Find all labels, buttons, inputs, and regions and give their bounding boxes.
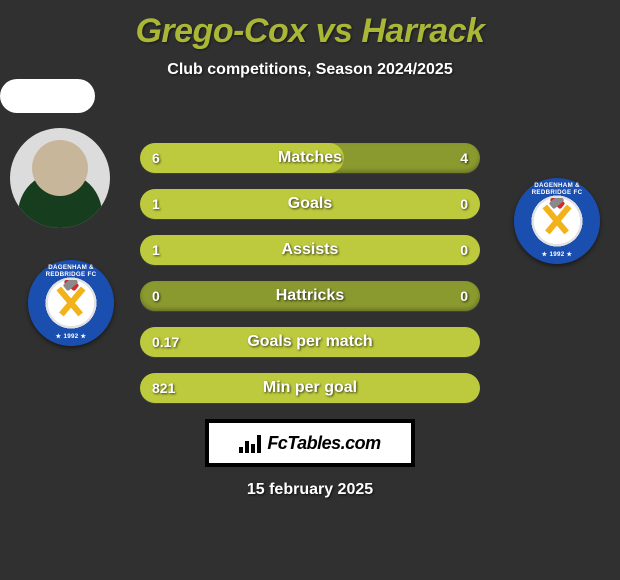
stat-right-value: 0 (460, 281, 468, 311)
stat-bar: 821Min per goal (140, 373, 480, 403)
page-title: Grego-Cox vs Harrack (0, 0, 620, 51)
stat-label: Matches (140, 143, 480, 173)
subtitle: Club competitions, Season 2024/2025 (0, 61, 620, 79)
stat-bar: 0Hattricks0 (140, 281, 480, 311)
stat-bar: 6Matches4 (140, 143, 480, 173)
brand-badge: FcTables.com (205, 419, 415, 467)
brand-chart-icon (239, 433, 261, 453)
date-line: 15 february 2025 (0, 481, 620, 499)
crest-text-top: DAGENHAM & REDBRIDGE FC (514, 182, 600, 196)
club-crest-right: DAGENHAM & REDBRIDGE FC ★ 1992 ★ (514, 178, 600, 264)
player-left-avatar (10, 128, 110, 228)
stat-right-value: 4 (460, 143, 468, 173)
crest-hammers-icon (534, 198, 580, 244)
stat-bar: 0.17Goals per match (140, 327, 480, 357)
player-right-avatar-placeholder (0, 79, 95, 113)
stat-label: Goals (140, 189, 480, 219)
stat-right-value: 0 (460, 235, 468, 265)
stat-label: Min per goal (140, 373, 480, 403)
comparison-bars: 6Matches41Goals01Assists00Hattricks00.17… (140, 143, 480, 403)
crest-text-bottom: ★ 1992 ★ (28, 333, 114, 340)
stat-label: Goals per match (140, 327, 480, 357)
stat-bar: 1Assists0 (140, 235, 480, 265)
club-crest-left: DAGENHAM & REDBRIDGE FC ★ 1992 ★ (28, 260, 114, 346)
stat-right-value: 0 (460, 189, 468, 219)
brand-text: FcTables.com (267, 433, 380, 454)
stat-bar: 1Goals0 (140, 189, 480, 219)
stat-label: Assists (140, 235, 480, 265)
crest-hammers-icon (48, 280, 94, 326)
stat-label: Hattricks (140, 281, 480, 311)
crest-text-top: DAGENHAM & REDBRIDGE FC (28, 264, 114, 278)
crest-text-bottom: ★ 1992 ★ (514, 251, 600, 258)
